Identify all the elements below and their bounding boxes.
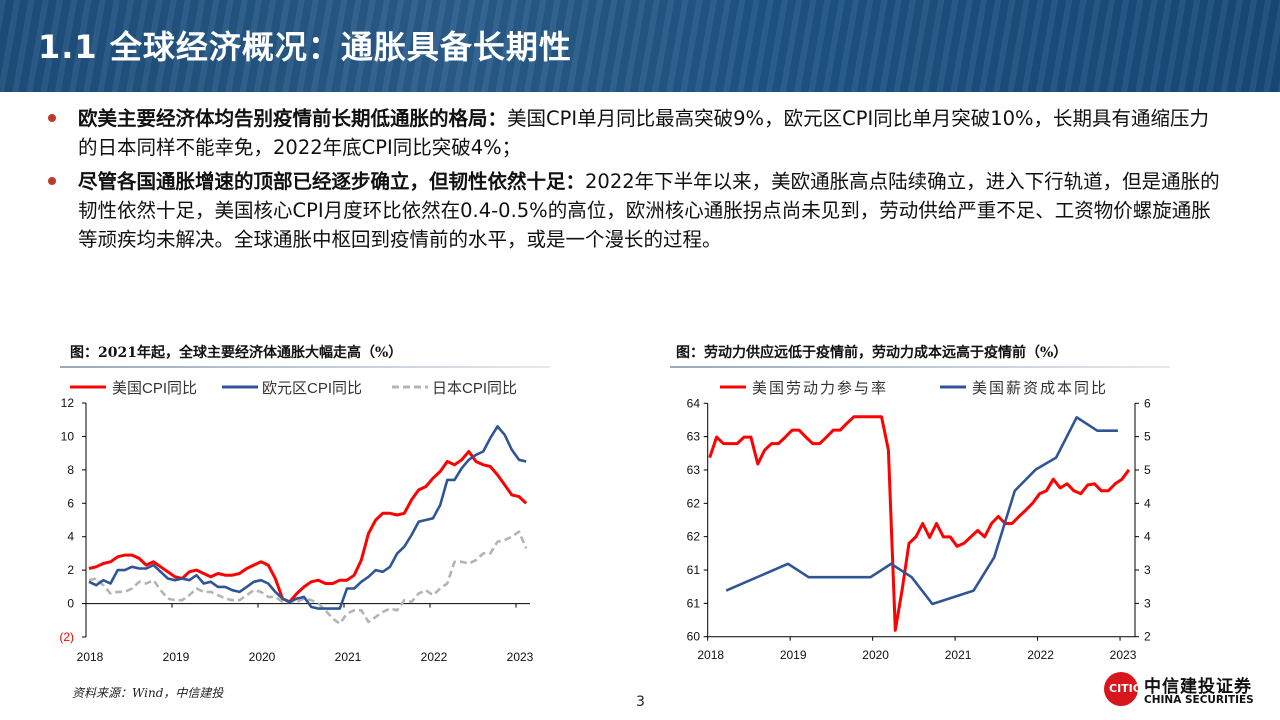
- chart-title-divider: [670, 366, 1170, 368]
- y-tick-label-left: 63: [687, 430, 701, 444]
- bullet-heading: 欧美主要经济体均告别疫情前长期低通胀的格局：: [78, 107, 508, 130]
- x-tick-label: 2021: [335, 650, 362, 664]
- x-tick-label: 2022: [421, 650, 448, 664]
- x-tick-label: 2023: [1110, 648, 1137, 662]
- chart-title-divider: [60, 366, 550, 368]
- bullet-text: 2022年下半年以来，美欧通胀高点陆续确立，进入下行轨道，但是通胀的韧性依然十足…: [78, 170, 1220, 251]
- y-tick-label-right: 3: [1144, 596, 1151, 610]
- legend-label: 美国薪资成本同比: [972, 380, 1108, 397]
- chart-title-inflation: 图：2021年起，全球主要经济体通胀大幅走高（%）: [70, 345, 403, 361]
- bullet-item: 欧美主要经济体均告别疫情前长期低通胀的格局：美国CPI单月同比最高突破9%，欧元…: [48, 104, 1228, 162]
- y-tick-label-right: 4: [1144, 530, 1151, 544]
- legend-label: 日本CPI同比: [432, 380, 517, 397]
- y-tick-label-right: 2: [1144, 630, 1151, 644]
- x-tick-label: 2023: [507, 650, 534, 664]
- y-tick-label: 10: [61, 429, 75, 443]
- series-line-wage-cost: [725, 415, 1118, 606]
- y-tick-label-right: 6: [1144, 396, 1151, 410]
- y-tick-label-right: 3: [1144, 563, 1151, 577]
- page-number: 3: [636, 694, 645, 710]
- y-tick-label: 8: [67, 463, 74, 477]
- y-tick-label-right: 4: [1144, 496, 1151, 510]
- series-line-2: [88, 530, 528, 625]
- series-line-1: [88, 425, 527, 610]
- bullet-dot-icon: [48, 114, 56, 122]
- logo-cn-text: 中信建投证券: [1144, 677, 1252, 697]
- y-tick-label-left: 61: [687, 596, 701, 610]
- x-tick-label: 2022: [1027, 648, 1054, 662]
- y-tick-label: 12: [61, 396, 75, 410]
- bullet-text: 美国CPI单月同比最高突破9%，欧元区CPI同比单月突破10%，长期具有通缩压力…: [78, 107, 1210, 159]
- x-tick-label: 2019: [163, 650, 190, 664]
- page-title: 1.1 全球经济概况：通胀具备长期性: [38, 28, 572, 66]
- bullet-list: 欧美主要经济体均告别疫情前长期低通胀的格局：美国CPI单月同比最高突破9%，欧元…: [48, 104, 1228, 259]
- x-tick-label: 2018: [77, 650, 104, 664]
- x-tick-label: 2021: [945, 648, 972, 662]
- bullet-item: 尽管各国通胀增速的顶部已经逐步确立，但韧性依然十足：2022年下半年以来，美欧通…: [48, 167, 1228, 254]
- y-tick-label: 0: [67, 597, 74, 611]
- y-tick-label-left: 60: [687, 630, 701, 644]
- x-tick-label: 2020: [862, 648, 889, 662]
- logo-seal-icon: CITIC: [1104, 672, 1141, 706]
- y-tick-label: (2): [59, 630, 74, 644]
- bullet-dot-icon: [48, 177, 56, 185]
- header-background: [0, 0, 1280, 92]
- y-tick-label: 4: [67, 530, 74, 544]
- chart-title-labor: 图：劳动力供应远低于疫情前，劳动力成本远高于疫情前（%）: [676, 345, 1068, 361]
- bullet-heading: 尽管各国通胀增速的顶部已经逐步确立，但韧性依然十足：: [78, 170, 586, 193]
- y-tick-label: 2: [67, 563, 74, 577]
- legend-label: 美国劳动力参与率: [752, 380, 888, 397]
- logo-en-text: CHINA SECURITIES: [1144, 694, 1254, 706]
- y-tick-label-left: 61: [687, 563, 701, 577]
- header-banner: 1.1 全球经济概况：通胀具备长期性: [0, 0, 1280, 92]
- y-tick-label-left: 64: [687, 396, 701, 410]
- legend-label: 欧元区CPI同比: [262, 380, 362, 397]
- x-tick-label: 2018: [697, 648, 724, 662]
- source-note: 资料来源：Wind，中信建投: [72, 686, 224, 700]
- legend-label: 美国CPI同比: [112, 380, 197, 397]
- y-tick-label-right: 5: [1144, 430, 1151, 444]
- series-line-0: [88, 450, 528, 604]
- y-tick-label-right: 5: [1144, 463, 1151, 477]
- y-tick-label-left: 63: [687, 463, 701, 477]
- y-tick-label-left: 62: [687, 530, 701, 544]
- x-tick-label: 2019: [780, 648, 807, 662]
- x-tick-label: 2020: [249, 650, 276, 664]
- company-logo: CITIC 中信建投证券 CHINA SECURITIES: [1104, 668, 1264, 712]
- y-tick-label: 6: [67, 496, 74, 510]
- series-line-participation: [708, 415, 1131, 632]
- y-tick-label-left: 62: [687, 496, 701, 510]
